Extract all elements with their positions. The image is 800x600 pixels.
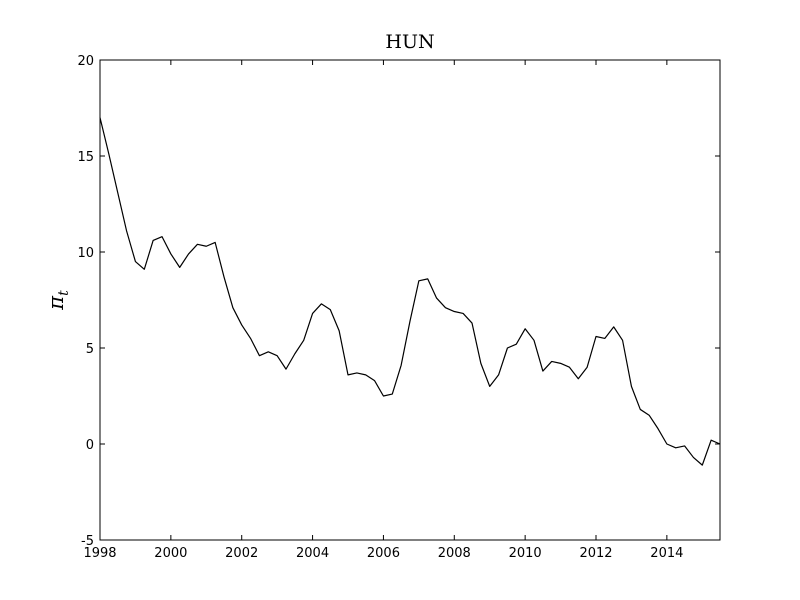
y-tick-label: -5: [81, 534, 94, 549]
x-tick-label: 1998: [83, 546, 116, 561]
y-tick-label: 10: [77, 246, 94, 261]
x-tick-label: 2002: [225, 546, 258, 561]
chart-title: HUN: [385, 31, 434, 53]
y-tick-label: 15: [77, 150, 94, 165]
x-tick-label: 2000: [154, 546, 187, 561]
plot-area: 1998 2000 2002 2004 2006 2008 2010 2012 2014-505…: [77, 54, 721, 561]
x-tick-label: 2012: [579, 546, 612, 561]
y-tick-label: 0: [86, 438, 94, 453]
y-tick-label: 5: [86, 342, 94, 357]
x-tick-label: 2004: [296, 546, 329, 561]
x-tick-label: 2010: [509, 546, 542, 561]
series-line-0: [99, 117, 721, 466]
x-tick-label: 2014: [650, 546, 683, 561]
y-axis-label: πt: [44, 290, 72, 311]
y-tick-label: 20: [77, 54, 94, 69]
y-axis-label-subscript: t: [56, 290, 72, 296]
x-tick-label: 2008: [438, 546, 471, 561]
plot-frame: [99, 59, 721, 541]
x-tick-label: 2006: [367, 546, 400, 561]
y-axis-label-main: π: [44, 295, 68, 311]
